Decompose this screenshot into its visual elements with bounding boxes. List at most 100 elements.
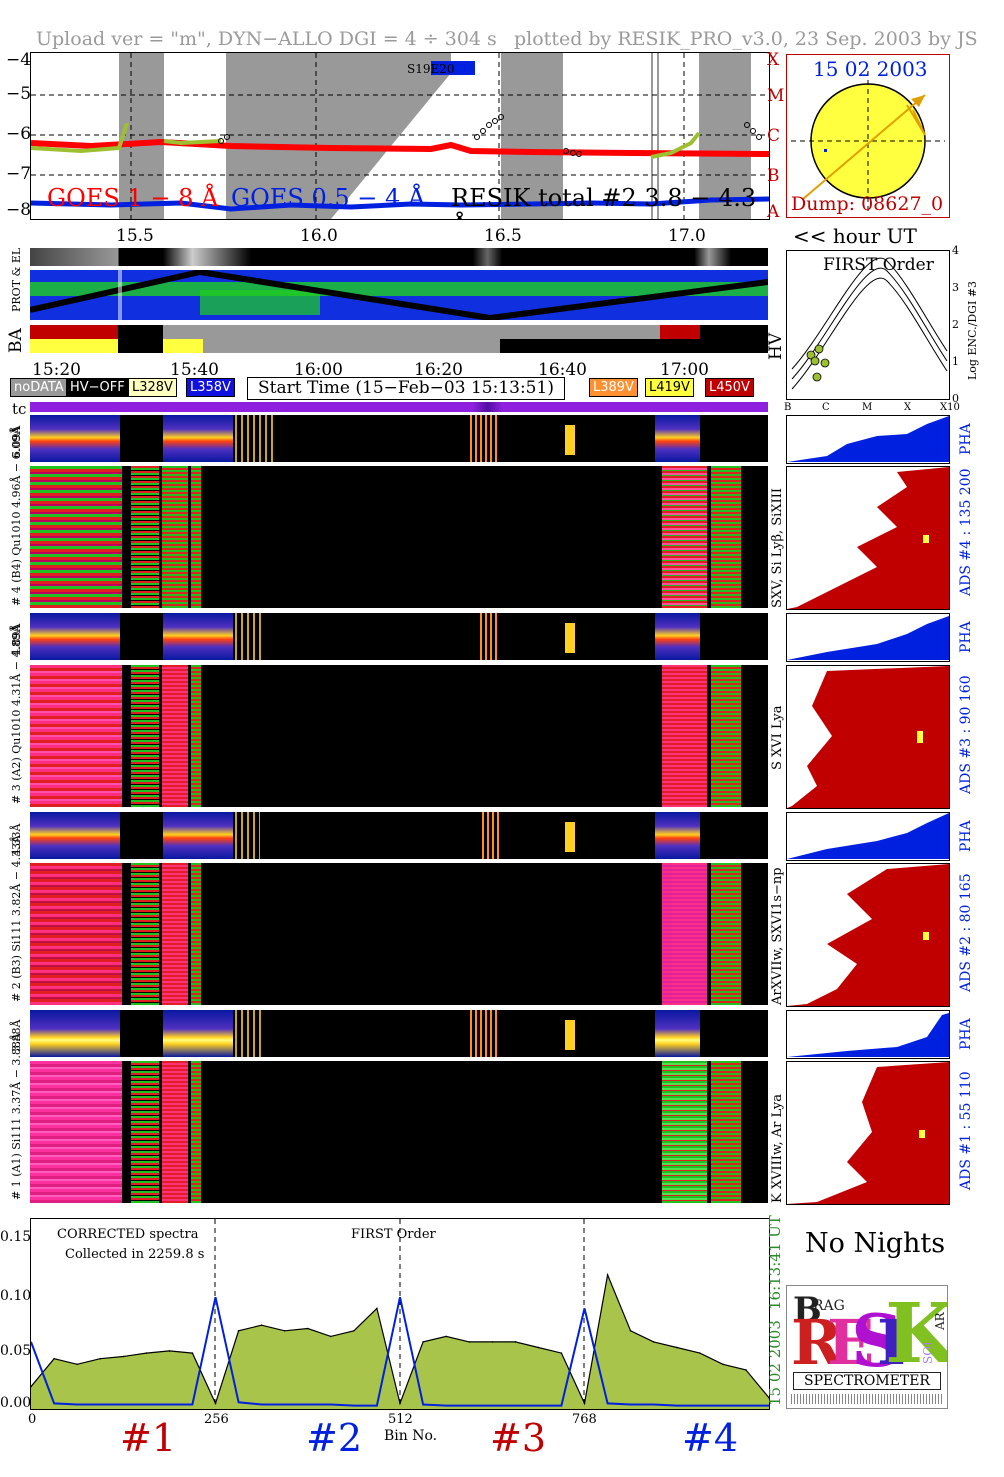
spectrum-point <box>122 1355 125 1358</box>
fo-xm: M <box>862 402 873 413</box>
spectrum-point <box>307 1327 309 1330</box>
goes-legend-red: GOES 1 − 8 Å <box>47 184 219 212</box>
ch4-side: SXV, Si Lyβ, SiXIII <box>770 488 785 608</box>
ch2-pha-svg <box>787 813 949 859</box>
goes-y-6: −6 <box>6 124 32 144</box>
legend-l328v: L328V <box>128 378 177 397</box>
side-hv: HV <box>766 332 786 360</box>
first-order-title: FIRST Order <box>823 255 934 275</box>
legend-hvoff: HV−OFF <box>66 378 129 397</box>
hour-ut-label: << hour UT <box>793 224 917 248</box>
sun-date: 15 02 2003 <box>813 57 928 81</box>
sun-panel: 15 02 2003 Dump: 08627_0 <box>786 54 950 218</box>
goes-y-8: −8 <box>6 200 32 220</box>
spectrum-title2: Collected in 2259.8 s <box>65 1247 205 1262</box>
fo-y0: 0 <box>952 392 959 405</box>
spectrum-area <box>31 1274 769 1409</box>
ch1-ads: ADS #1 : 55 110 <box>958 1071 974 1190</box>
spectrum-point <box>353 1330 355 1332</box>
logo-letters-ar: AR <box>933 1312 947 1330</box>
spectrum-point <box>652 1341 655 1343</box>
side-prot: PROT & EL <box>10 247 23 312</box>
fo-y1: 1 <box>952 355 959 368</box>
spectrum-point <box>99 1357 101 1360</box>
ch1-image <box>30 1061 768 1203</box>
goes-y-4: −4 <box>6 50 32 70</box>
ch4-ads-hist <box>786 466 950 610</box>
goes-y-5: −5 <box>6 84 32 104</box>
class-x: X <box>767 50 780 70</box>
logo-letter-k: K <box>885 1286 947 1382</box>
ch3-ads: ADS #3 : 90 160 <box>958 675 974 794</box>
spec-side-time: 16:13:41 UT <box>766 1215 784 1310</box>
ch4-pha-hist <box>786 415 950 464</box>
ch2-ads: ADS #2 : 80 165 <box>958 873 974 992</box>
legend-nodata: noDATA <box>10 378 68 397</box>
ch4-ads-svg <box>787 467 949 609</box>
ch2-pha-tag: PHA <box>958 820 974 852</box>
spectrum-point <box>76 1363 78 1366</box>
goes-tag: S19E20 <box>407 62 455 76</box>
ch2-pha-strip <box>30 812 768 859</box>
logo-letters-sol: SOL <box>921 1337 935 1364</box>
sun-dump: Dump: 08627_0 <box>791 193 944 215</box>
time-1640: 16:40 <box>538 360 587 380</box>
logo-letter-r: R <box>791 1306 843 1379</box>
spectrum-title3: FIRST Order <box>351 1227 436 1242</box>
spec-ch4: #4 <box>682 1416 739 1460</box>
spec-y010: 0.10 <box>0 1288 32 1304</box>
logo-text: SPECTROMETER <box>793 1372 941 1390</box>
spectrum-point <box>629 1330 632 1332</box>
spectrum-point <box>768 1397 769 1399</box>
spectrum-point <box>260 1324 263 1326</box>
goes-x-155: 15.5 <box>116 226 154 246</box>
spec-ch1: #1 <box>120 1416 177 1460</box>
spec-ch3: #3 <box>490 1416 547 1460</box>
spectrum-point <box>583 1402 586 1405</box>
ch2-ads-hist <box>786 863 950 1007</box>
ch1-pha-svg <box>787 1013 949 1057</box>
goes-svg <box>31 53 769 219</box>
ch2-side: ArXVIIw, SXVI1s−np <box>770 867 785 1005</box>
spectrum-point <box>399 1402 401 1405</box>
ch4-ads: ADS #4 : 135 200 <box>958 468 974 596</box>
first-order-svg <box>791 257 948 390</box>
status-ba <box>30 325 768 353</box>
logo-letter-s: S <box>851 1298 903 1383</box>
spectrum-point <box>168 1350 171 1352</box>
spectrum-point <box>676 1346 678 1349</box>
spectrum-point <box>376 1307 378 1310</box>
logo-letters-rag: RAG <box>813 1298 845 1314</box>
ch3-ads-hist <box>786 665 950 809</box>
ch4-pha-tag: PHA <box>958 423 974 455</box>
spectrum-point <box>283 1330 286 1332</box>
first-order-plot: FIRST Order <box>786 250 950 400</box>
fo-y4: 4 <box>952 244 959 257</box>
fo-xx: X <box>904 402 912 413</box>
class-a: A <box>767 202 780 222</box>
spectrum-point <box>422 1341 424 1343</box>
first-order-ylabel: Log ENC./DGI #3 <box>966 280 979 380</box>
ch3-pha-svg <box>787 616 949 660</box>
ch4-pha-svg <box>787 416 949 462</box>
spec-x768: 768 <box>572 1412 597 1427</box>
ch1-pha-tag: PHA <box>958 1018 974 1050</box>
logo-letter-e: E <box>827 1306 875 1379</box>
spectrum-point <box>606 1274 609 1276</box>
ch2-image <box>30 863 768 1005</box>
spectrum-point <box>560 1352 563 1354</box>
start-time-box: Start Time (15−Feb−03 15:13:51) <box>247 377 565 400</box>
ch1-pha-hist <box>786 1010 950 1059</box>
tc-bar <box>30 402 768 412</box>
goes-plot: S19E20 GOES 1 − 8 Å GOES 0.5 − 4 Å RESIK… <box>30 52 770 220</box>
goes-y-7: −7 <box>6 164 32 184</box>
spectrum-point <box>514 1341 517 1343</box>
fo-y3: 3 <box>952 281 959 294</box>
spec-side-date: 15 02 2003 <box>766 1320 784 1406</box>
header-left: Upload ver = "m", DYN−ALLO DGI = 4 ÷ 304… <box>36 28 497 50</box>
spectrum-point <box>53 1357 55 1360</box>
class-c: C <box>767 126 781 146</box>
spectrum-point <box>537 1346 540 1349</box>
time-1700: 17:00 <box>660 360 709 380</box>
legend-l419v: L419V <box>645 378 694 397</box>
